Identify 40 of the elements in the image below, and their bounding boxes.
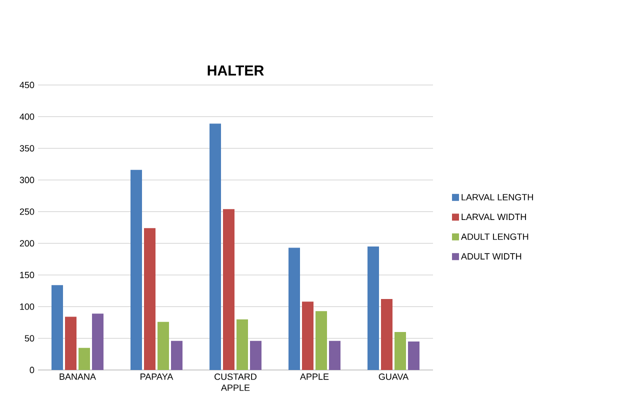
bar (236, 319, 248, 370)
y-tick-label: 150 (20, 272, 34, 278)
y-tick-label: 450 (20, 82, 34, 88)
bar (92, 314, 104, 370)
bar (329, 340, 340, 370)
legend-label: ADULT WIDTH (461, 253, 522, 260)
x-tick-label: CUSTARD APPLE (214, 374, 256, 391)
bar (288, 248, 300, 370)
y-tick-label: 50 (24, 335, 34, 342)
chart-title: HALTER (208, 66, 264, 76)
bar (130, 170, 142, 370)
y-tick-label: 350 (20, 145, 34, 152)
bar (158, 322, 170, 370)
y-tick-label: 200 (20, 240, 34, 247)
bar (52, 285, 64, 370)
bar (408, 341, 420, 370)
x-tick-label: GUAVA (378, 374, 409, 380)
bar (223, 209, 234, 370)
legend-label: LARVAL LENGTH (462, 194, 533, 200)
y-tick-label: 100 (20, 303, 34, 310)
bar (380, 299, 392, 370)
legend-label: LARVAL WIDTH (462, 214, 526, 220)
y-tick-label: 250 (20, 208, 34, 215)
x-tick-label: BANANA (60, 374, 96, 380)
bar (144, 228, 156, 370)
y-tick-label: 400 (20, 113, 34, 120)
bar (316, 311, 327, 370)
bar (367, 246, 379, 370)
y-tick-label: 0 (30, 366, 34, 374)
bar (210, 124, 222, 370)
bar (78, 348, 90, 370)
x-tick-label: APPLE (300, 374, 329, 380)
legend-label: ADULT LENGTH (461, 233, 528, 240)
y-tick-label: 300 (20, 176, 34, 184)
x-tick-label: PAPAYA (140, 374, 174, 380)
bar (302, 302, 314, 370)
bar (65, 316, 77, 370)
bar (250, 340, 262, 370)
bar (394, 332, 406, 370)
bar (171, 340, 183, 370)
